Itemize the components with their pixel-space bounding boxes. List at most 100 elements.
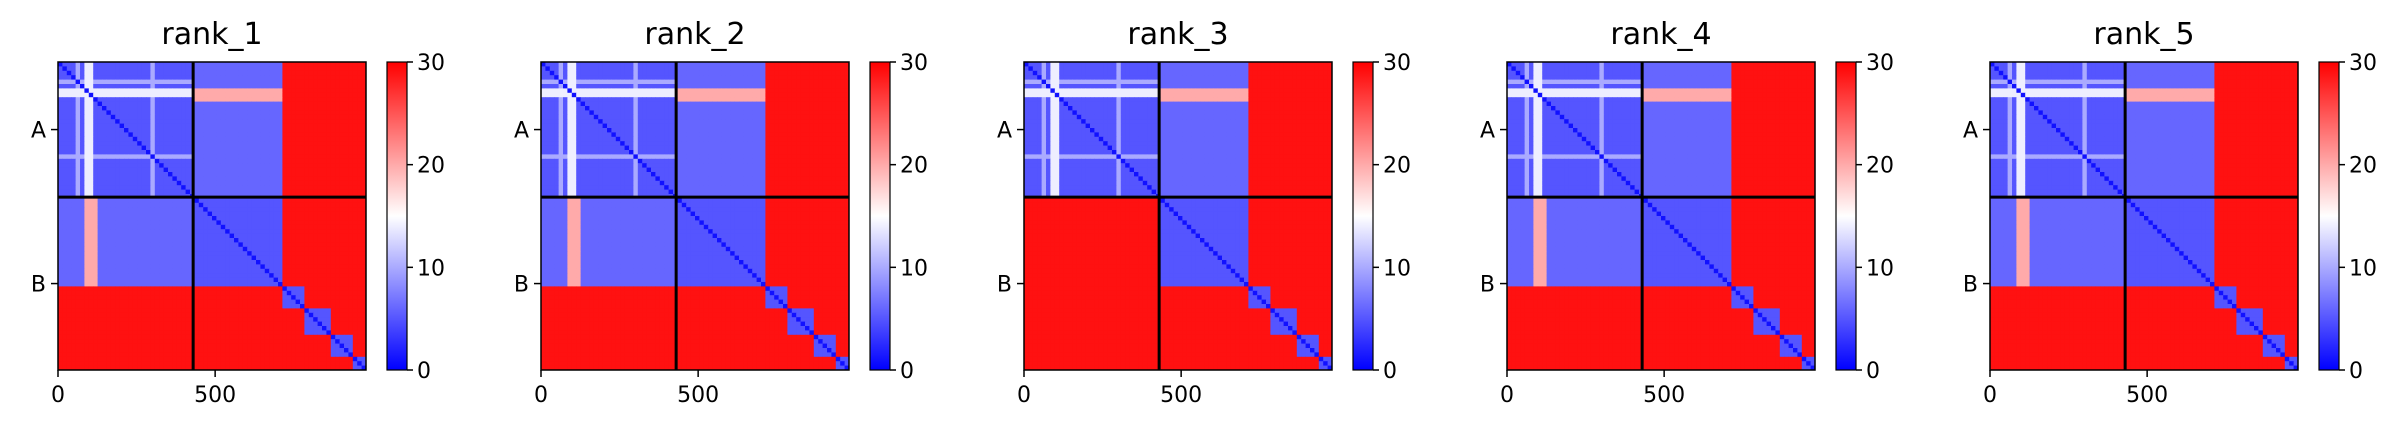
heatmap-cell bbox=[269, 229, 274, 234]
heatmap-cell bbox=[260, 146, 265, 151]
heatmap-cell bbox=[120, 225, 125, 230]
heatmap-cell bbox=[111, 256, 116, 261]
heatmap-cell bbox=[142, 181, 147, 186]
heatmap-cell bbox=[300, 295, 305, 300]
heatmap-cell bbox=[252, 264, 257, 269]
heatmap-cell bbox=[238, 132, 243, 137]
heatmap-cell bbox=[93, 278, 98, 283]
heatmap-cell bbox=[159, 335, 164, 340]
heatmap-cell bbox=[322, 335, 327, 340]
heatmap-cell bbox=[80, 264, 85, 269]
heatmap-cell bbox=[274, 242, 279, 247]
heatmap-cell bbox=[221, 93, 226, 98]
heatmap-cell bbox=[291, 317, 296, 322]
heatmap-cell bbox=[326, 106, 331, 111]
heatmap-cell bbox=[186, 300, 191, 305]
heatmap-cell bbox=[256, 357, 261, 362]
heatmap-cell bbox=[287, 146, 292, 151]
heatmap-cell bbox=[172, 93, 177, 98]
heatmap-cell bbox=[313, 198, 318, 203]
heatmap-cell bbox=[304, 66, 309, 71]
heatmap-cell bbox=[208, 282, 213, 287]
heatmap-cell bbox=[128, 242, 133, 247]
heatmap-cell bbox=[348, 115, 353, 120]
heatmap-cell bbox=[106, 308, 111, 313]
heatmap-cell bbox=[80, 269, 85, 274]
heatmap-cell bbox=[230, 278, 235, 283]
heatmap-cell bbox=[111, 66, 116, 71]
heatmap-cell bbox=[256, 110, 261, 115]
heatmap-cell bbox=[300, 264, 305, 269]
heatmap-cell bbox=[93, 84, 98, 89]
heatmap-cell bbox=[93, 203, 98, 208]
heatmap-cell bbox=[216, 352, 221, 357]
heatmap-cell bbox=[322, 75, 327, 80]
heatmap-cell bbox=[269, 352, 274, 357]
heatmap-cell bbox=[93, 286, 98, 291]
heatmap-cell bbox=[291, 282, 296, 287]
heatmap-cell bbox=[128, 317, 133, 322]
heatmap-cell bbox=[67, 282, 72, 287]
heatmap-cell bbox=[124, 291, 129, 296]
heatmap-cell bbox=[98, 264, 103, 269]
heatmap-cell bbox=[150, 304, 155, 309]
heatmap-cell bbox=[128, 330, 133, 335]
heatmap-cell bbox=[199, 234, 204, 239]
heatmap-cell bbox=[252, 119, 257, 124]
heatmap-cell bbox=[269, 159, 274, 164]
heatmap-cell bbox=[89, 137, 94, 142]
heatmap-cell bbox=[181, 282, 186, 287]
heatmap-cell bbox=[243, 352, 248, 357]
heatmap-cell bbox=[243, 176, 248, 181]
heatmap-cell bbox=[216, 238, 221, 243]
heatmap-cell bbox=[340, 110, 345, 115]
heatmap-cell bbox=[164, 229, 169, 234]
heatmap-cell bbox=[80, 278, 85, 283]
heatmap-cell bbox=[194, 238, 199, 243]
heatmap-cell bbox=[172, 159, 177, 164]
heatmap-cell bbox=[120, 176, 125, 181]
heatmap-cell bbox=[89, 357, 94, 362]
heatmap-cell bbox=[243, 124, 248, 129]
heatmap-cell bbox=[212, 185, 217, 190]
heatmap-cell bbox=[304, 159, 309, 164]
heatmap-cell bbox=[238, 141, 243, 146]
heatmap-cell bbox=[331, 247, 336, 252]
heatmap-cell bbox=[300, 322, 305, 327]
heatmap-cell bbox=[80, 229, 85, 234]
heatmap-cell bbox=[62, 361, 67, 366]
heatmap-cell bbox=[247, 225, 252, 230]
heatmap-cell bbox=[344, 181, 349, 186]
heatmap-cell bbox=[243, 181, 248, 186]
heatmap-cell bbox=[133, 97, 138, 102]
heatmap-cell bbox=[230, 251, 235, 256]
heatmap-cell bbox=[212, 137, 217, 142]
heatmap-cell bbox=[208, 229, 213, 234]
heatmap-cell bbox=[291, 269, 296, 274]
heatmap-cell bbox=[62, 225, 67, 230]
heatmap-cell bbox=[159, 185, 164, 190]
heatmap-cell bbox=[120, 163, 125, 168]
heatmap-cell bbox=[238, 264, 243, 269]
heatmap-cell bbox=[164, 242, 169, 247]
heatmap-cell bbox=[212, 146, 217, 151]
heatmap-cell bbox=[111, 80, 116, 85]
heatmap-cell bbox=[348, 291, 353, 296]
heatmap-cell bbox=[216, 291, 221, 296]
heatmap-cell bbox=[67, 207, 72, 212]
heatmap-cell bbox=[282, 313, 287, 318]
heatmap-cell bbox=[296, 352, 301, 357]
heatmap-cell bbox=[216, 260, 221, 265]
heatmap-cell bbox=[194, 344, 199, 349]
heatmap-cell bbox=[172, 344, 177, 349]
heatmap-cell bbox=[340, 146, 345, 151]
heatmap-cell bbox=[168, 242, 173, 247]
heatmap-cell bbox=[221, 348, 226, 353]
heatmap-cell bbox=[313, 115, 318, 120]
heatmap-cell bbox=[186, 256, 191, 261]
heatmap-cell bbox=[71, 308, 76, 313]
heatmap-cell bbox=[150, 207, 155, 212]
heatmap-cell bbox=[159, 172, 164, 177]
heatmap-cell bbox=[243, 203, 248, 208]
heatmap-cell bbox=[234, 260, 239, 265]
